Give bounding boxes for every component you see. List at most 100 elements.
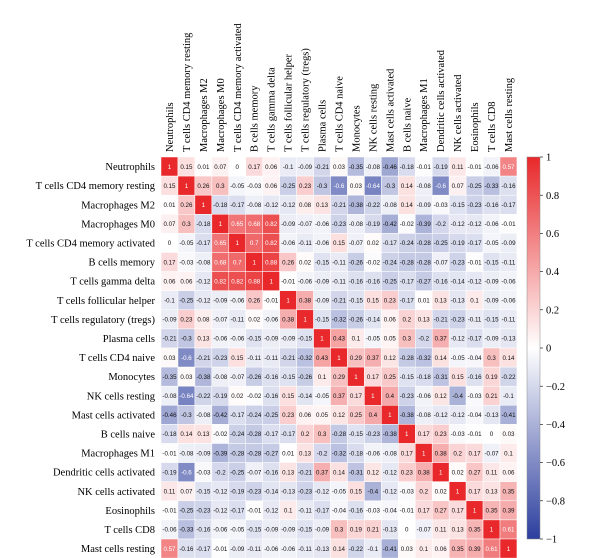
heatmap-cell bbox=[499, 538, 518, 558]
cell-value-label: 0.15 bbox=[350, 488, 363, 495]
cell-value-label: -0.12 bbox=[264, 202, 279, 209]
cell-value-label: 0.15 bbox=[333, 240, 346, 247]
cell-value-label: -0.03 bbox=[400, 488, 415, 495]
row-label: Eosinophils bbox=[105, 506, 155, 517]
cell-value-label: -0.08 bbox=[417, 183, 432, 190]
cell-value-label: -0.09 bbox=[264, 527, 279, 534]
row-label: Plasma cells bbox=[103, 334, 155, 345]
cell-value-label: -0.6 bbox=[181, 355, 192, 362]
cell-value-label: -0.17 bbox=[196, 240, 211, 247]
cell-value-label: 0.06 bbox=[502, 469, 515, 476]
cell-value-label: -0.07 bbox=[349, 240, 364, 247]
cell-value-label: -0.14 bbox=[264, 488, 279, 495]
cell-value-label: -0.21 bbox=[332, 202, 347, 209]
column-label: Dendritic cells activated bbox=[436, 49, 447, 152]
cell-value-label: 0.88 bbox=[248, 278, 261, 285]
cell-value-label: -0.25 bbox=[179, 297, 194, 304]
cell-value-label: 0.12 bbox=[367, 469, 380, 476]
cell-value-label: 0.21 bbox=[486, 393, 499, 400]
cell-value-label: -0.13 bbox=[501, 336, 516, 343]
cell-value-label: 0.39 bbox=[502, 508, 515, 515]
cell-value-label: -0.11 bbox=[247, 355, 261, 362]
cell-value-label: 0.01 bbox=[418, 297, 431, 304]
column-label: T cells CD4 memory resting bbox=[182, 32, 193, 152]
cell-value-label: 0.11 bbox=[452, 164, 464, 171]
cell-value-label: 0.05 bbox=[384, 336, 397, 343]
colorbar-tick-label: −0.4 bbox=[546, 420, 566, 431]
cell-value-label: 0.43 bbox=[316, 355, 329, 362]
cell-value-label: 0.17 bbox=[418, 431, 431, 438]
cell-value-label: -0.28 bbox=[332, 431, 347, 438]
cell-value-label: 1 bbox=[219, 221, 223, 228]
cell-value-label: -0.12 bbox=[451, 336, 466, 343]
cell-value-label: -0.09 bbox=[501, 240, 516, 247]
colorbar-tick-label: −1 bbox=[546, 535, 557, 546]
cell-value-label: 0.12 bbox=[333, 412, 346, 419]
cell-value-label: -0.25 bbox=[230, 469, 245, 476]
cell-value-label: -0.2 bbox=[215, 469, 226, 476]
column-label: T cells CD4 naive bbox=[334, 76, 345, 152]
cell-value-label: -0.08 bbox=[383, 450, 398, 457]
cell-value-label: -0.11 bbox=[502, 317, 516, 324]
row-label: T cells CD4 memory activated bbox=[26, 238, 155, 249]
cell-value-label: -0.4 bbox=[368, 488, 379, 495]
cell-value-label: 0.17 bbox=[163, 259, 176, 266]
row-label: T cells follicular helper bbox=[57, 296, 156, 307]
cell-value-label: -0.25 bbox=[281, 183, 296, 190]
cell-value-label: -0.07 bbox=[213, 317, 228, 324]
cell-value-label: 0.25 bbox=[384, 374, 397, 381]
cell-value-label: 0.14 bbox=[435, 355, 448, 362]
column-label: T cells CD4 memory activated bbox=[233, 23, 244, 152]
cell-value-label: 0.65 bbox=[231, 221, 244, 228]
cell-value-label: -0.01 bbox=[468, 259, 483, 266]
colorbar-tick-label: 0.6 bbox=[546, 229, 559, 240]
cell-value-label: -0.19 bbox=[213, 393, 228, 400]
column-label: T cells regulatory (tregs) bbox=[301, 48, 312, 152]
cell-value-label: 0.19 bbox=[350, 527, 363, 534]
cell-value-label: -0.25 bbox=[468, 183, 483, 190]
cell-value-label: -0.12 bbox=[196, 278, 211, 285]
cell-value-label: -0.35 bbox=[349, 164, 364, 171]
colorbar-tick-label: −0.8 bbox=[546, 496, 565, 507]
cell-value-label: 0.05 bbox=[316, 412, 329, 419]
cell-value-label: 0.17 bbox=[418, 508, 431, 515]
cell-value-label: -0.14 bbox=[366, 317, 381, 324]
cell-value-label: 0.14 bbox=[502, 355, 515, 362]
cell-value-label: -0.13 bbox=[281, 488, 296, 495]
cell-value-label: -0.41 bbox=[383, 546, 398, 553]
colorbar-tick-label: 1 bbox=[546, 153, 551, 164]
cell-value-label: -0.17 bbox=[230, 508, 245, 515]
cell-value-label: -0.14 bbox=[298, 393, 313, 400]
cell-value-label: -0.12 bbox=[315, 488, 330, 495]
row-labels: Neutrophils T cells CD4 memory resting Mac… bbox=[26, 162, 155, 555]
cell-value-label: 0 bbox=[236, 164, 240, 171]
cell-value-label: -0.39 bbox=[213, 450, 228, 457]
cell-value-label: -0.16 bbox=[179, 546, 194, 553]
cell-value-label: 0.01 bbox=[197, 164, 210, 171]
cell-value-label: -0.11 bbox=[247, 546, 261, 553]
cell-value-label: -0.31 bbox=[434, 374, 449, 381]
cell-value-label: -0.31 bbox=[349, 469, 364, 476]
cell-value-label: 0.13 bbox=[197, 431, 210, 438]
cell-value-label: 0.02 bbox=[231, 393, 244, 400]
cell-value-label: 0.13 bbox=[316, 202, 329, 209]
cell-value-label: 0.26 bbox=[197, 183, 210, 190]
cell-value-label: 0.02 bbox=[248, 317, 261, 324]
cell-value-label: 1 bbox=[439, 469, 443, 476]
cell-value-label: -0.38 bbox=[349, 202, 364, 209]
cell-value-label: 1 bbox=[269, 278, 273, 285]
colorbar-tick-label: 0 bbox=[546, 344, 551, 355]
cell-value-label: -0.06 bbox=[230, 297, 245, 304]
cell-value-label: -0.25 bbox=[434, 240, 449, 247]
cell-value-label: -0.15 bbox=[349, 431, 364, 438]
cell-value-label: 0.14 bbox=[333, 469, 346, 476]
cell-value-label: 0.4 bbox=[369, 412, 378, 419]
cell-value-label: -0.22 bbox=[366, 202, 381, 209]
row-label: Mast cells resting bbox=[81, 544, 156, 555]
cell-value-label: 0.02 bbox=[435, 488, 448, 495]
cell-value-label: -0.3 bbox=[181, 336, 192, 343]
cell-value-label: 0.68 bbox=[214, 259, 227, 266]
cell-value-label: -0.15 bbox=[298, 527, 313, 534]
cell-value-label: 0.27 bbox=[435, 508, 448, 515]
cell-value-label: 0.11 bbox=[435, 527, 447, 534]
